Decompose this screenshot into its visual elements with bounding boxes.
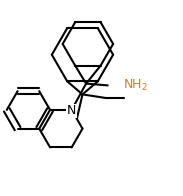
Text: N: N [67,104,76,117]
Text: NH$_2$: NH$_2$ [123,78,148,93]
